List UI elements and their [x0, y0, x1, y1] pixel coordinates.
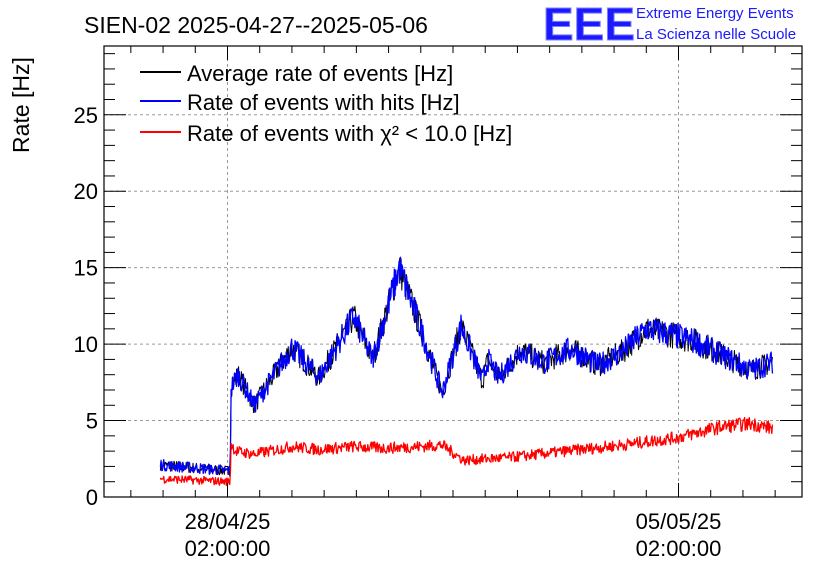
- logo: EEE Extreme Energy Events La Scienza nel…: [543, 0, 797, 51]
- logo-line-1: Extreme Energy Events: [636, 5, 794, 22]
- grid-lines: [104, 46, 802, 497]
- chart-title: SIEN-02 2025-04-27--2025-05-06: [84, 12, 428, 38]
- x-tick-label-time: 02:00:00: [185, 536, 271, 561]
- y-tick-label: 15: [74, 256, 98, 281]
- logo-line-2: La Scienza nelle Scuole: [636, 26, 796, 43]
- x-tick-label-time: 02:00:00: [636, 536, 722, 561]
- y-tick-label: 20: [74, 179, 98, 204]
- legend-label-1: Rate of events with hits [Hz]: [187, 90, 460, 115]
- series-layer: [159, 256, 774, 487]
- legend-label-2: Rate of events with χ² < 10.0 [Hz]: [187, 121, 512, 146]
- logo-letters: EEE: [543, 0, 635, 50]
- y-tick-label: 5: [86, 409, 98, 434]
- y-axis-label: Rate [Hz]: [8, 57, 34, 153]
- x-tick-label-date: 28/04/25: [185, 509, 271, 534]
- legend: Average rate of events [Hz] Rate of event…: [140, 61, 512, 146]
- series-line-2: [159, 416, 774, 487]
- y-tick-label: 25: [74, 103, 98, 128]
- legend-label-0: Average rate of events [Hz]: [187, 61, 453, 86]
- axis-ticks: [104, 46, 802, 498]
- series-line-0: [159, 257, 773, 477]
- y-tick-label: 0: [86, 485, 98, 510]
- series-line-1: [159, 256, 774, 476]
- x-tick-label-date: 05/05/25: [636, 509, 722, 534]
- y-tick-label: 10: [74, 332, 98, 357]
- axis-tick-labels: 051015202528/04/2502:00:0005/05/2502:00:…: [74, 103, 722, 561]
